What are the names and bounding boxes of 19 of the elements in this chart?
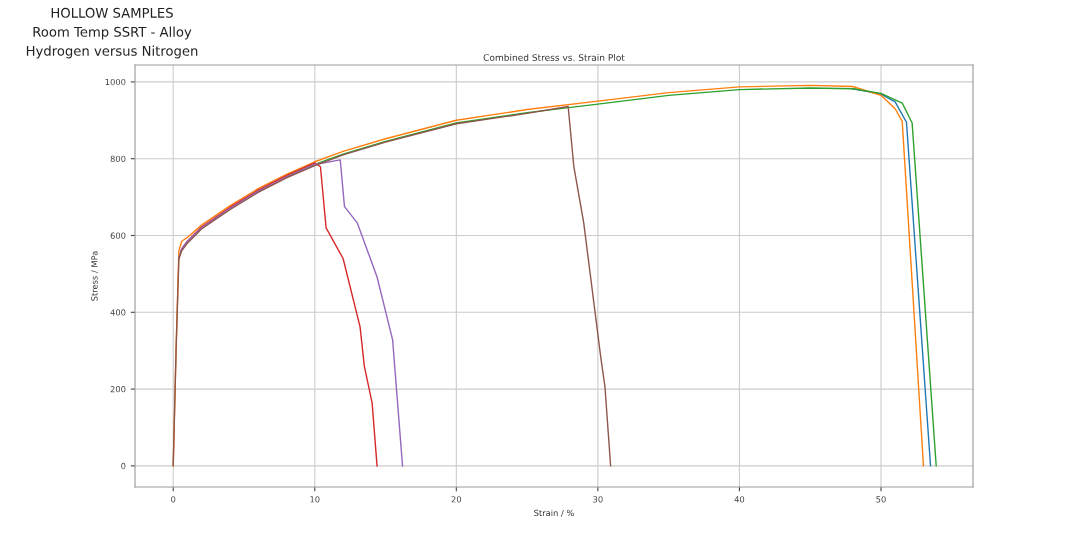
y-tick-label: 800 xyxy=(110,155,126,162)
line-series xyxy=(172,105,612,467)
x-tick-label: 0 xyxy=(171,496,176,503)
chart-title: Combined Stress vs. Strain Plot xyxy=(483,53,625,61)
y-tick-label: 400 xyxy=(110,309,126,316)
text: Hydrogen versus Nitrogen xyxy=(26,45,198,59)
x-tick-label: 40 xyxy=(734,496,745,503)
x-axis-title: Strain / % xyxy=(534,509,574,517)
x-tick-label: 30 xyxy=(593,496,603,503)
y-tick-label: 200 xyxy=(110,386,126,393)
y-tick-label: 1000 xyxy=(105,78,126,86)
y-axis-title: Stress / MPa xyxy=(91,251,99,301)
x-tick-label: 10 xyxy=(310,496,320,503)
text: HOLLOW SAMPLES xyxy=(51,7,173,18)
x-tick-label: 20 xyxy=(451,496,462,503)
x-tick-label: 50 xyxy=(876,496,886,503)
y-tick-label: 0 xyxy=(121,462,126,470)
y-tick-label: 600 xyxy=(110,232,126,239)
text: Room Temp SSRT - Alloy xyxy=(33,26,192,40)
